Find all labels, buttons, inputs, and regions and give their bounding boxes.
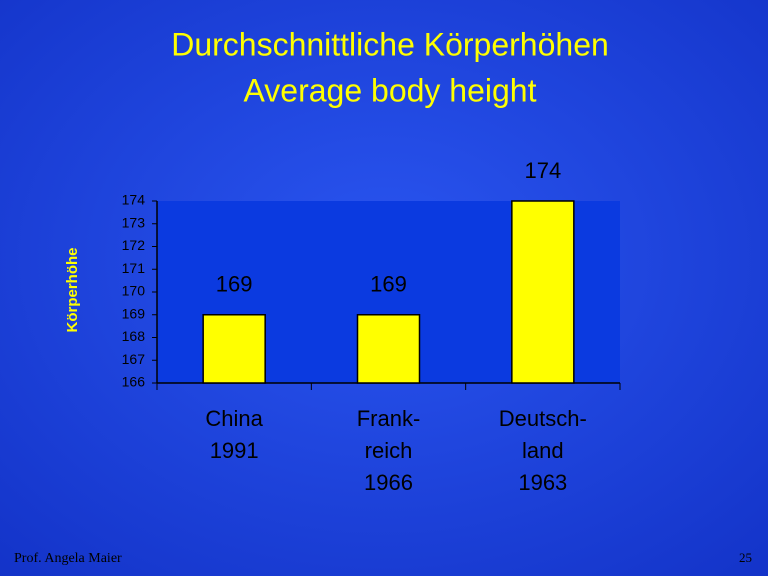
y-tick-label: 168 [122,328,146,344]
y-tick-label: 174 [122,192,146,208]
chart-title: Durchschnittliche Körperhöhen [171,26,609,62]
x-tick-label: reich [365,438,413,463]
footer-author: Prof. Angela Maier [14,551,122,566]
x-tick-label: 1963 [518,470,567,495]
y-tick-label: 172 [122,237,146,253]
y-tick-label: 169 [122,305,146,321]
value-label: 169 [370,272,407,297]
value-label: 169 [216,272,253,297]
x-tick-label: land [522,438,564,463]
x-tick-label: Deutsch- [499,406,587,431]
y-tick-label: 170 [122,283,146,299]
y-tick-label: 173 [122,214,146,230]
chart-subtitle: Average body height [244,72,537,108]
y-tick-label: 167 [122,351,146,367]
value-label: 174 [524,158,561,183]
y-tick-label: 171 [122,260,146,276]
x-tick-label: 1966 [364,470,413,495]
x-tick-label: 1991 [210,438,259,463]
x-tick-label: China [205,406,263,431]
bar [511,200,575,384]
y-tick-label: 166 [122,374,146,390]
page-number: 25 [739,550,752,565]
x-tick-label: Frank- [357,406,421,431]
bar [202,314,266,384]
bar [356,314,421,384]
y-axis-label: Körperhöhe [64,247,81,332]
